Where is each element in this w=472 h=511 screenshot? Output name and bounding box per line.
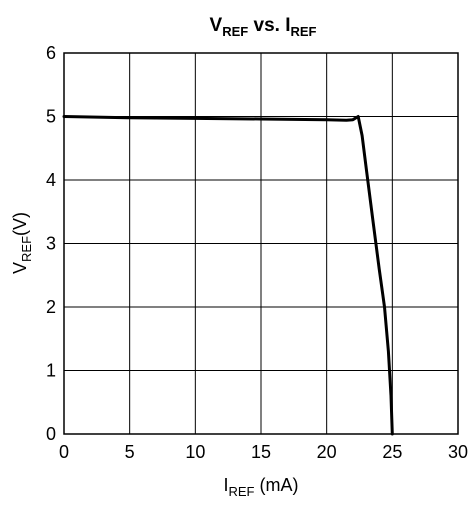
x-tick-label-15: 15 (251, 442, 271, 462)
chart-title: VREF vs. IREF (210, 15, 317, 39)
y-tick-label-4: 4 (46, 170, 56, 190)
series-group (62, 115, 394, 436)
y-tick-label-1: 1 (46, 361, 56, 381)
ylabel-v: V (10, 262, 30, 274)
xlabel-i: I (223, 475, 228, 495)
x-tick-label-10: 10 (185, 442, 205, 462)
xlabel-unit: (mA) (255, 475, 299, 495)
y-tick-label-5: 5 (46, 107, 56, 127)
x-axis-label: IREF (mA) (223, 475, 298, 499)
plot-frame (63, 52, 459, 435)
y-tick-label-6: 6 (46, 43, 56, 63)
x-tick-label-30: 30 (448, 442, 468, 462)
title-v: V (210, 15, 223, 36)
x-tick-labels: 0 5 10 15 20 25 30 (59, 442, 468, 462)
title-i-subscript: REF (290, 24, 316, 39)
y-tick-label-0: 0 (46, 424, 56, 444)
x-tick-label-20: 20 (317, 442, 337, 462)
y-tick-labels: 0 1 2 3 4 5 6 (46, 43, 56, 444)
y-axis-label: VREF(V) (10, 212, 34, 274)
title-v-subscript: REF (222, 24, 248, 39)
y-tick-label-3: 3 (46, 234, 56, 254)
ylabel-subscript: REF (19, 236, 34, 262)
x-tick-label-25: 25 (382, 442, 402, 462)
grid (63, 52, 459, 435)
y-tick-label-2: 2 (46, 297, 56, 317)
series-line-0 (62, 115, 394, 436)
x-tick-label-0: 0 (59, 442, 69, 462)
x-tick-label-5: 5 (125, 442, 135, 462)
xlabel-subscript: REF (229, 484, 255, 499)
ylabel-unit: (V) (10, 212, 30, 236)
title-vs: vs. I (248, 15, 290, 36)
